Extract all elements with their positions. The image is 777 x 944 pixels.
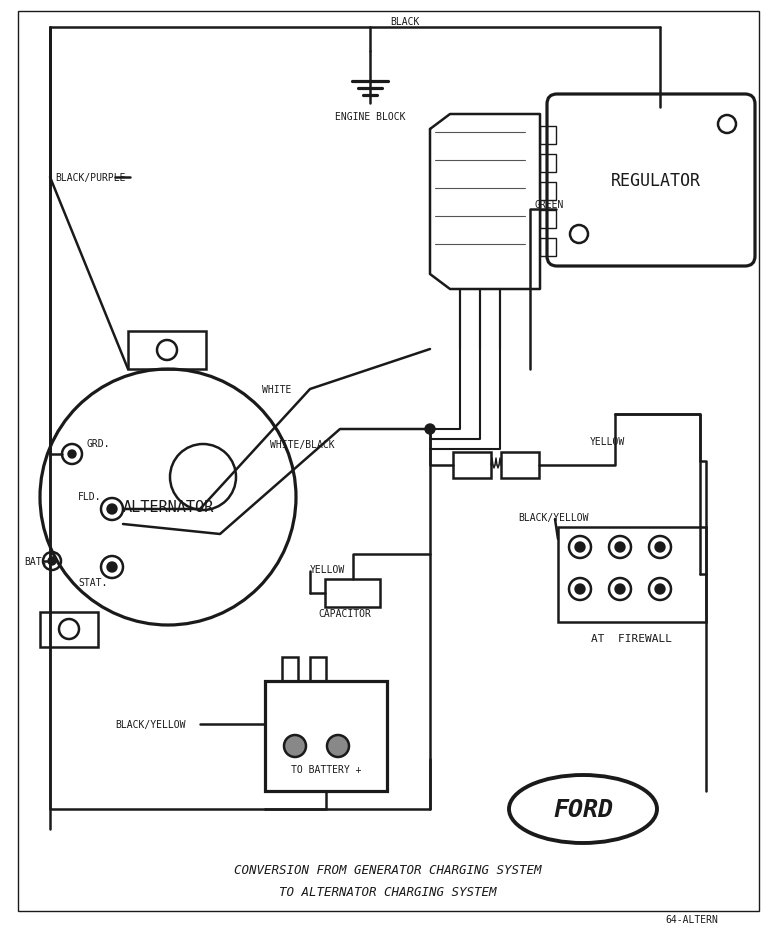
Text: 64-ALTERN: 64-ALTERN: [665, 914, 718, 924]
Circle shape: [575, 543, 585, 552]
Circle shape: [655, 584, 665, 595]
Bar: [540, 183, 556, 201]
Circle shape: [48, 557, 56, 565]
Circle shape: [615, 543, 625, 552]
Bar: [540, 211, 556, 228]
Circle shape: [655, 543, 665, 552]
Text: FLD.: FLD.: [78, 492, 102, 501]
Circle shape: [615, 584, 625, 595]
Text: AT  FIREWALL: AT FIREWALL: [591, 633, 673, 643]
Circle shape: [68, 450, 76, 459]
Bar: [540, 239, 556, 257]
Text: WHITE: WHITE: [262, 384, 291, 395]
Bar: [310, 657, 326, 682]
Text: CONVERSION FROM GENERATOR CHARGING SYSTEM: CONVERSION FROM GENERATOR CHARGING SYSTE…: [234, 863, 542, 876]
Circle shape: [107, 504, 117, 514]
Bar: [40, 613, 98, 648]
Text: YELLOW: YELLOW: [590, 436, 625, 447]
Text: WHITE/BLACK: WHITE/BLACK: [270, 440, 335, 449]
Bar: [453, 452, 491, 479]
Bar: [128, 331, 206, 370]
Text: TO BATTERY +: TO BATTERY +: [291, 765, 361, 774]
Text: ALTERNATOR: ALTERNATOR: [122, 500, 214, 515]
Circle shape: [284, 735, 306, 757]
Bar: [265, 682, 387, 791]
Text: ENGINE BLOCK: ENGINE BLOCK: [335, 112, 406, 122]
Text: CAPACITOR: CAPACITOR: [318, 608, 371, 618]
Text: TO ALTERNATOR CHARGING SYSTEM: TO ALTERNATOR CHARGING SYSTEM: [279, 885, 497, 899]
Text: GRD.: GRD.: [86, 439, 110, 448]
Bar: [325, 580, 380, 607]
Text: FORD: FORD: [553, 797, 613, 821]
Text: STAT.: STAT.: [78, 578, 107, 587]
Text: YELLOW: YELLOW: [310, 565, 345, 574]
Text: GREEN: GREEN: [535, 200, 564, 210]
Circle shape: [575, 584, 585, 595]
Bar: [558, 528, 706, 622]
Text: BLACK: BLACK: [390, 17, 420, 27]
Bar: [501, 452, 539, 479]
Bar: [282, 657, 298, 682]
Text: BLACK/YELLOW: BLACK/YELLOW: [518, 513, 588, 522]
Bar: [540, 155, 556, 173]
Text: BLACK/YELLOW: BLACK/YELLOW: [115, 719, 186, 729]
Text: REGULATOR: REGULATOR: [611, 172, 701, 190]
Text: BAT.: BAT.: [24, 556, 47, 566]
Text: BLACK/PURPLE: BLACK/PURPLE: [55, 173, 126, 183]
Circle shape: [107, 563, 117, 572]
Circle shape: [425, 425, 435, 434]
Bar: [540, 126, 556, 144]
Circle shape: [327, 735, 349, 757]
